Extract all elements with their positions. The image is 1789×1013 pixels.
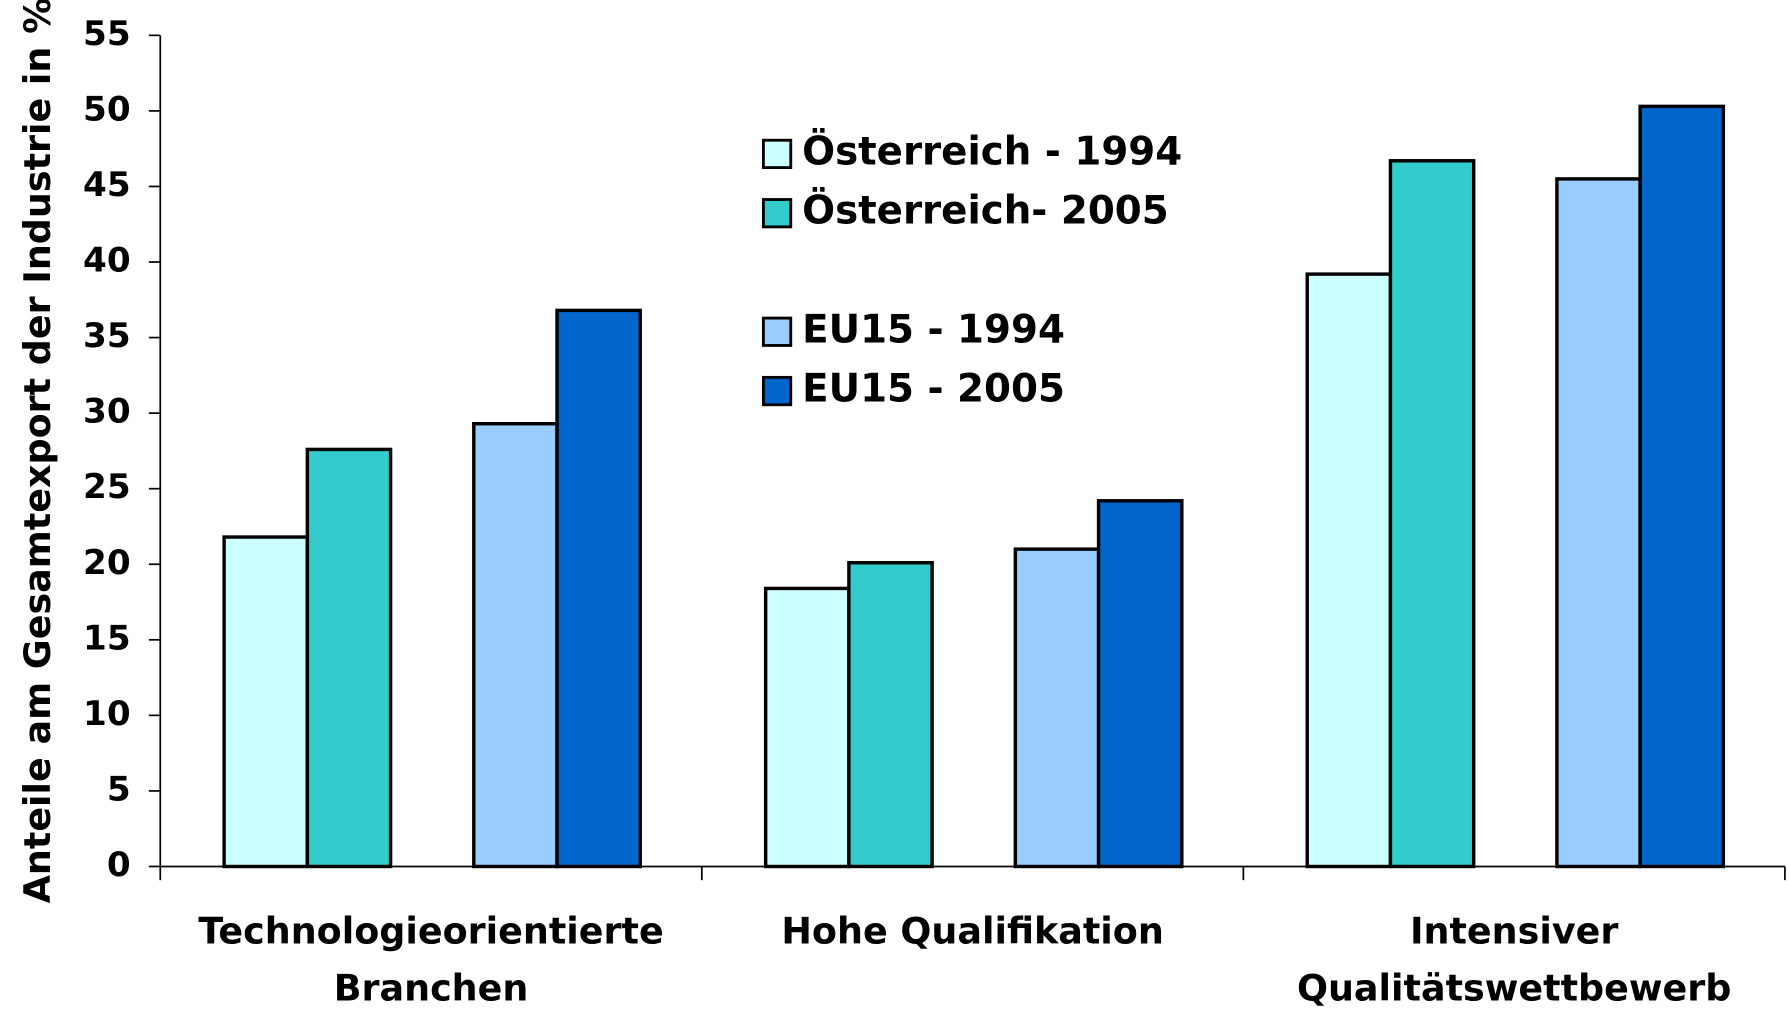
- x-tick-label: Intensiver Qualitätswettbewerb: [1297, 909, 1731, 1009]
- bar: [763, 586, 851, 869]
- legend-label: Österreich- 2005: [802, 187, 1169, 234]
- x-tick-label: Technologieorientierte Branchen: [198, 909, 663, 1009]
- bar: [1388, 159, 1476, 869]
- bar: [222, 535, 310, 869]
- y-tick-label: 50: [83, 89, 131, 129]
- bar: [847, 561, 934, 869]
- legend-swatch: [761, 138, 793, 170]
- legend-swatch: [761, 316, 793, 347]
- y-tick-label: 0: [107, 845, 131, 885]
- legend-swatch: [761, 375, 793, 407]
- legend-swatch: [761, 198, 793, 229]
- x-tick-label: Hohe Qualifikation: [781, 909, 1163, 952]
- y-tick-label: 55: [83, 14, 131, 54]
- y-tick-label: 10: [83, 694, 131, 734]
- y-tick-label: 35: [83, 316, 131, 356]
- bar: [1305, 272, 1393, 869]
- bar: [305, 447, 393, 869]
- bar: [1638, 104, 1726, 869]
- bar: [472, 422, 559, 869]
- legend-label: Österreich - 1994: [802, 127, 1182, 174]
- bar: [1096, 499, 1184, 869]
- y-tick-label: 45: [83, 165, 131, 205]
- legend-label: EU15 - 2005: [802, 367, 1065, 412]
- y-tick-label: 40: [83, 241, 131, 281]
- y-tick-label: 25: [83, 467, 131, 507]
- bar: [1555, 177, 1642, 869]
- y-tick-label: 20: [83, 543, 131, 583]
- y-tick-label: 15: [83, 618, 131, 658]
- y-tick-label: 30: [83, 392, 131, 432]
- y-axis-label: Anteile am Gesamtexport der Industrie in…: [16, 0, 59, 903]
- legend-label: EU15 - 1994: [802, 307, 1065, 352]
- bar: [555, 308, 642, 869]
- bar: [1013, 547, 1101, 869]
- y-tick-label: 5: [107, 769, 131, 809]
